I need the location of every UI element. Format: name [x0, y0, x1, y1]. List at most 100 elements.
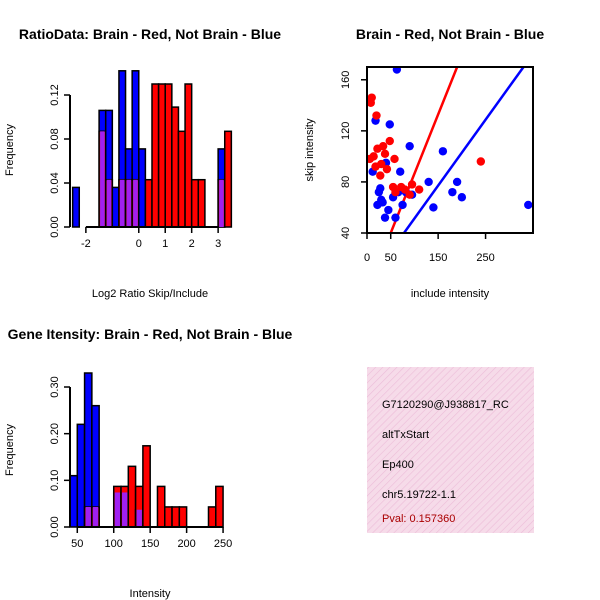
y-tick-label: 80 — [340, 176, 352, 188]
info-probe-id: G7120290@J938817_RC — [382, 399, 509, 411]
scatter-ylabel: skip intensity — [304, 118, 316, 181]
brain-bar — [184, 83, 193, 228]
x-tick-label: 50 — [71, 538, 83, 550]
x-tick-label: 3 — [215, 238, 221, 250]
y-tick-label: 0.00 — [49, 516, 61, 537]
overlap-bar — [114, 492, 121, 527]
brain-point — [390, 154, 399, 164]
not-brain-point — [457, 193, 467, 202]
brain-point — [407, 180, 417, 189]
brain-bar — [164, 506, 173, 528]
not-brain-point — [385, 120, 394, 129]
not-brain-point — [380, 213, 390, 222]
not-brain-bar — [76, 423, 86, 528]
overlap-bar — [136, 509, 142, 527]
not-brain-point — [378, 198, 387, 207]
brain-bar — [144, 178, 153, 228]
x-tick-label: 2 — [189, 238, 195, 250]
not-brain-point — [392, 67, 402, 74]
intensity-histogram-xlabel: Intensity — [130, 588, 171, 600]
y-tick-label: 40 — [340, 227, 352, 239]
not-brain-bar — [111, 186, 120, 228]
not-brain-bar — [69, 474, 79, 528]
brain-point — [376, 171, 385, 180]
info-box: G7120290@J938817_RC altTxStart Ep400 chr… — [367, 367, 534, 533]
brain-point — [377, 159, 386, 169]
ratio-histogram-bars — [71, 70, 233, 228]
y-tick-label: 120 — [340, 122, 352, 140]
overlap-bar — [219, 179, 224, 227]
intensity-histogram-bars — [69, 372, 224, 528]
y-tick-label: 0.10 — [49, 470, 61, 491]
not-brain-fit-line — [402, 67, 525, 233]
intensity-histogram-ylabel: Frequency — [4, 424, 16, 476]
intensity-histogram-axes: 50 100 150 200 250 0.00 0.10 0.20 0.30 — [49, 376, 232, 550]
brain-point — [414, 185, 424, 194]
y-tick-label: 0.20 — [49, 423, 61, 444]
ratio-histogram-xlabel: Log2 Ratio Skip/Include — [92, 288, 208, 300]
x-tick-label: 50 — [385, 252, 397, 264]
brain-bar — [156, 485, 166, 528]
x-tick-label: 250 — [476, 252, 494, 264]
info-event-type: altTxStart — [382, 429, 429, 441]
y-tick-label: 0.12 — [49, 84, 61, 105]
x-tick-label: 250 — [214, 538, 232, 550]
brain-point — [367, 93, 376, 102]
brain-bar — [223, 130, 233, 228]
x-tick-label: 1 — [162, 238, 168, 250]
overlap-bar — [92, 506, 99, 527]
brain-bar — [127, 465, 137, 528]
ratio-histogram-axes: -2 0 1 2 3 0.00 0.04 0.08 0.12 — [49, 84, 221, 250]
not-brain-point — [405, 141, 414, 151]
x-tick-label: 150 — [429, 252, 447, 264]
not-brain-point — [424, 177, 433, 187]
not-brain-point — [391, 213, 400, 222]
not-brain-bar — [83, 372, 93, 528]
not-brain-point — [376, 184, 385, 193]
y-tick-label: 160 — [340, 71, 352, 89]
scatter-title: Brain - Red, Not Brain - Blue — [356, 26, 544, 42]
x-tick-label: 0 — [364, 252, 370, 264]
overlap-bar — [119, 179, 125, 227]
overlap-bar — [122, 492, 128, 527]
y-tick-label: 0.00 — [49, 216, 61, 237]
brain-point — [405, 190, 414, 199]
brain-point — [372, 111, 381, 120]
x-tick-label: 0 — [136, 238, 142, 250]
brain-point — [382, 164, 392, 174]
not-brain-bar — [71, 186, 81, 228]
overlap-bar — [133, 179, 138, 227]
brain-bar — [164, 83, 173, 228]
not-brain-point — [396, 167, 405, 176]
intensity-histogram-panel: Gene Itensity: Brain - Red, Not Brain - … — [4, 326, 293, 600]
scatter-clip-group — [367, 67, 533, 233]
not-brain-bar — [138, 148, 147, 228]
x-tick-label: -2 — [81, 238, 91, 250]
brain-point — [369, 152, 378, 161]
overlap-bar — [106, 179, 112, 227]
brain-point — [391, 187, 400, 197]
brain-bar — [177, 130, 186, 228]
y-tick-label: 0.04 — [49, 172, 61, 193]
info-locus: chr5.19722-1.1 — [382, 489, 456, 501]
brain-point — [380, 149, 390, 159]
brain-bar — [190, 178, 200, 228]
brain-point — [378, 141, 388, 151]
not-brain-point — [438, 147, 448, 156]
scatter-frame — [366, 66, 534, 234]
overlap-bar — [100, 131, 105, 227]
brain-bar — [157, 83, 166, 228]
ratio-histogram-title: RatioData: Brain - Red, Not Brain - Blue — [19, 26, 281, 42]
brain-bar — [171, 106, 180, 228]
ratio-histogram-ylabel: Frequency — [4, 124, 16, 176]
not-brain-point — [448, 187, 457, 197]
y-tick-label: 0.08 — [49, 128, 61, 149]
brain-bar — [151, 83, 160, 228]
not-brain-point — [524, 200, 533, 210]
brain-bar — [178, 506, 188, 528]
overlap-bar — [126, 179, 132, 227]
info-gene-name: Ep400 — [382, 459, 414, 471]
brain-point — [476, 157, 486, 166]
scatter-axes: 0 50 150 250 40 80 120 160 — [340, 71, 495, 264]
